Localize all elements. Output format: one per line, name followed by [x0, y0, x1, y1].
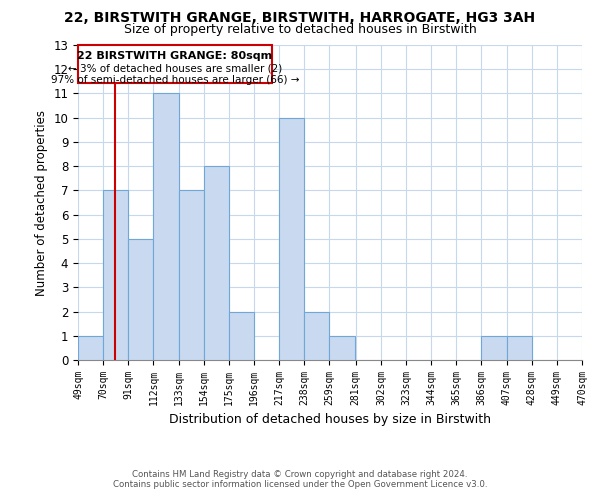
Bar: [481, 336, 506, 360]
Text: Contains HM Land Registry data © Crown copyright and database right 2024.
Contai: Contains HM Land Registry data © Crown c…: [113, 470, 487, 489]
Bar: [128, 239, 154, 360]
Bar: [103, 190, 128, 360]
Text: 22 BIRSTWITH GRANGE: 80sqm: 22 BIRSTWITH GRANGE: 80sqm: [77, 51, 272, 61]
Bar: [329, 336, 355, 360]
Text: Size of property relative to detached houses in Birstwith: Size of property relative to detached ho…: [124, 22, 476, 36]
Text: 22, BIRSTWITH GRANGE, BIRSTWITH, HARROGATE, HG3 3AH: 22, BIRSTWITH GRANGE, BIRSTWITH, HARROGA…: [64, 11, 536, 25]
Bar: [279, 118, 304, 360]
Bar: [78, 336, 103, 360]
Bar: [304, 312, 329, 360]
Bar: [204, 166, 229, 360]
Bar: [229, 312, 254, 360]
FancyBboxPatch shape: [78, 45, 272, 82]
X-axis label: Distribution of detached houses by size in Birstwith: Distribution of detached houses by size …: [169, 414, 491, 426]
Y-axis label: Number of detached properties: Number of detached properties: [35, 110, 48, 296]
Bar: [154, 94, 179, 360]
Text: ← 3% of detached houses are smaller (2): ← 3% of detached houses are smaller (2): [68, 63, 282, 73]
Text: 97% of semi-detached houses are larger (66) →: 97% of semi-detached houses are larger (…: [51, 76, 299, 86]
Bar: [179, 190, 204, 360]
Bar: [506, 336, 532, 360]
